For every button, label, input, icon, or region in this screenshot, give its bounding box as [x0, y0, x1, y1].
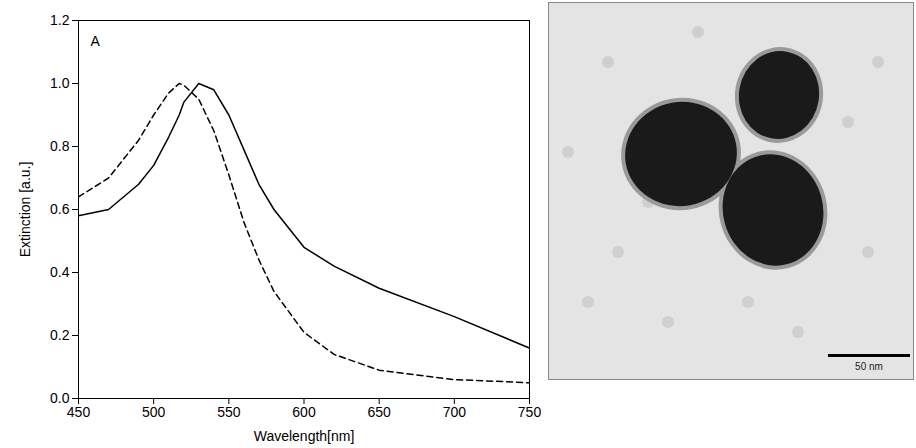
svg-text:650: 650 [367, 404, 391, 420]
svg-text:450: 450 [67, 404, 91, 420]
svg-text:600: 600 [292, 404, 316, 420]
svg-text:0.2: 0.2 [50, 327, 70, 343]
svg-text:A: A [91, 33, 101, 49]
svg-text:0.0: 0.0 [50, 390, 70, 406]
svg-text:50 nm: 50 nm [855, 361, 883, 372]
svg-text:750: 750 [518, 404, 542, 420]
svg-text:550: 550 [217, 404, 241, 420]
svg-text:Extinction [a.u.]: Extinction [a.u.] [17, 162, 33, 258]
svg-text:0.4: 0.4 [50, 264, 70, 280]
svg-text:Wavelength[nm]: Wavelength[nm] [254, 428, 355, 444]
svg-text:0.6: 0.6 [50, 201, 70, 217]
svg-text:1.0: 1.0 [50, 75, 70, 91]
svg-text:700: 700 [443, 404, 467, 420]
svg-text:500: 500 [142, 404, 166, 420]
svg-text:0.8: 0.8 [50, 138, 70, 154]
svg-text:1.2: 1.2 [50, 12, 70, 28]
